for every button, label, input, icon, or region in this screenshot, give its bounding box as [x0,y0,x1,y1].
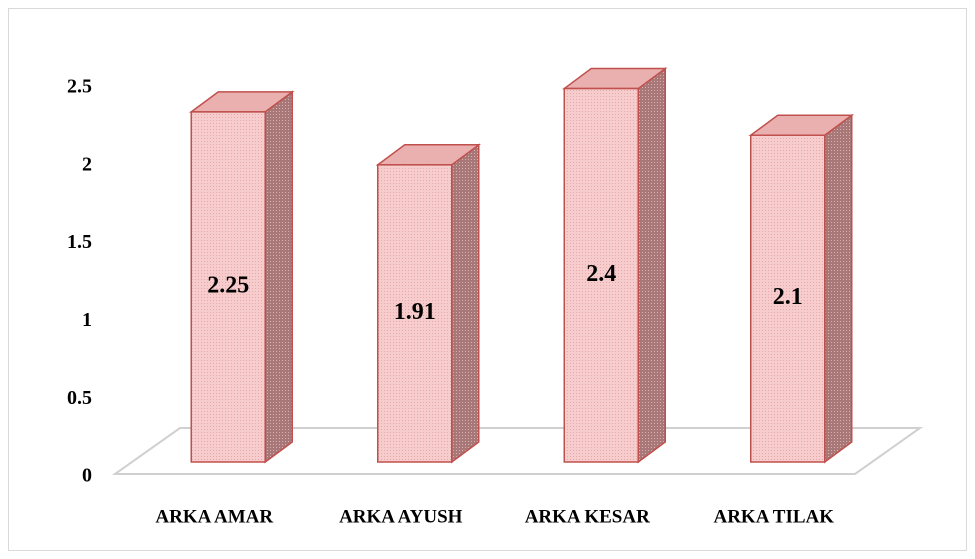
bar-side [637,67,666,464]
x-tick-label: ARKA KESAR [525,506,650,527]
value-label: 2.4 [586,261,616,287]
bar-side [824,113,853,464]
floor [111,427,924,475]
y-tick-label: 2.5 [67,76,92,98]
y-tick-label: 1.5 [67,231,92,253]
value-label: 2.1 [773,284,803,310]
x-tick-label: ARKA AYUSH [339,506,463,527]
chart-border [8,8,967,551]
x-tick-label: ARKA AMAR [155,506,273,527]
bar [377,164,453,463]
y-tick-label: 2 [82,153,92,175]
bar [563,87,639,463]
bar-side [264,90,293,464]
y-tick-label: 1 [82,309,92,331]
x-tick-label: ARKA TILAK [713,506,834,527]
value-label: 1.91 [394,299,436,325]
value-label: 2.25 [207,272,249,298]
y-tick-label: 0 [82,465,92,487]
bar [190,111,266,463]
bar-side [451,143,480,464]
bar [750,134,826,463]
y-tick-label: 0.5 [67,387,92,409]
